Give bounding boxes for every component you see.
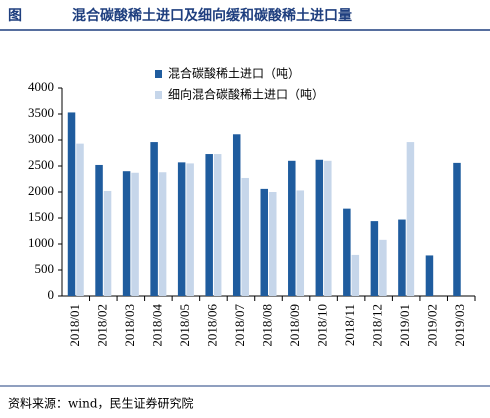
- y-tick-label: 3000: [28, 131, 54, 146]
- bar: [205, 154, 213, 296]
- x-tick-label: 2018/12: [370, 304, 385, 347]
- bar: [296, 190, 305, 296]
- bar: [241, 177, 249, 296]
- bar: [158, 172, 167, 296]
- bar: [103, 190, 112, 296]
- bar: [269, 192, 277, 296]
- y-tick-label: 0: [48, 287, 55, 302]
- y-tick-label: 2000: [28, 183, 54, 198]
- bar: [370, 221, 379, 296]
- bar: [260, 188, 268, 296]
- y-tick-label: 3500: [28, 105, 54, 120]
- x-tick-label: 2018/06: [204, 304, 219, 347]
- y-tick-label: 1500: [28, 209, 54, 224]
- bar: [122, 171, 131, 296]
- bar: [351, 254, 360, 296]
- x-tick-label: 2018/02: [94, 304, 109, 347]
- bar: [177, 162, 186, 296]
- source: 资料来源：wind，民生证券研究院: [8, 396, 194, 411]
- bar: [398, 219, 406, 296]
- bar: [379, 239, 387, 296]
- figure-label: 图: [8, 8, 22, 24]
- bar: [95, 164, 103, 296]
- bar: [232, 134, 241, 296]
- x-tick-label: 2019/03: [452, 304, 467, 347]
- bar: [131, 172, 139, 296]
- legend-label: 细向混合碳酸稀土进口（吨）: [168, 87, 324, 102]
- x-tick-label: 2018/01: [67, 304, 82, 347]
- x-tick-label: 2018/08: [259, 304, 274, 347]
- bar: [67, 112, 76, 296]
- legend-swatch: [155, 70, 162, 78]
- bar: [213, 154, 222, 296]
- x-tick-label: 2018/07: [232, 304, 247, 347]
- x-tick-label: 2018/03: [122, 304, 137, 347]
- x-tick-label: 2018/04: [149, 304, 164, 347]
- bar: [453, 162, 461, 296]
- bar: [288, 160, 296, 296]
- bar: [150, 142, 158, 296]
- chart-title: 混合碳酸稀土进口及细向缓和碳酸稀土进口量: [72, 7, 352, 24]
- legend-label: 混合碳酸稀土进口（吨）: [168, 66, 300, 81]
- bar: [186, 163, 194, 296]
- bar: [425, 255, 434, 296]
- y-tick-label: 4000: [28, 79, 54, 94]
- x-tick-label: 2018/10: [315, 304, 330, 347]
- bar: [343, 208, 351, 296]
- y-tick-label: 500: [35, 261, 55, 276]
- x-tick-label: 2018/05: [177, 304, 192, 347]
- x-tick-label: 2019/01: [397, 304, 412, 347]
- bar: [315, 159, 324, 296]
- bar: [76, 143, 84, 296]
- legend-swatch: [155, 91, 162, 99]
- x-tick-label: 2019/02: [425, 304, 440, 347]
- y-tick-label: 2500: [28, 157, 54, 172]
- bar: [406, 142, 415, 296]
- x-tick-label: 2018/09: [287, 304, 302, 347]
- bar: [324, 160, 332, 296]
- x-tick-label: 2018/11: [342, 304, 357, 346]
- y-tick-label: 1000: [28, 235, 54, 250]
